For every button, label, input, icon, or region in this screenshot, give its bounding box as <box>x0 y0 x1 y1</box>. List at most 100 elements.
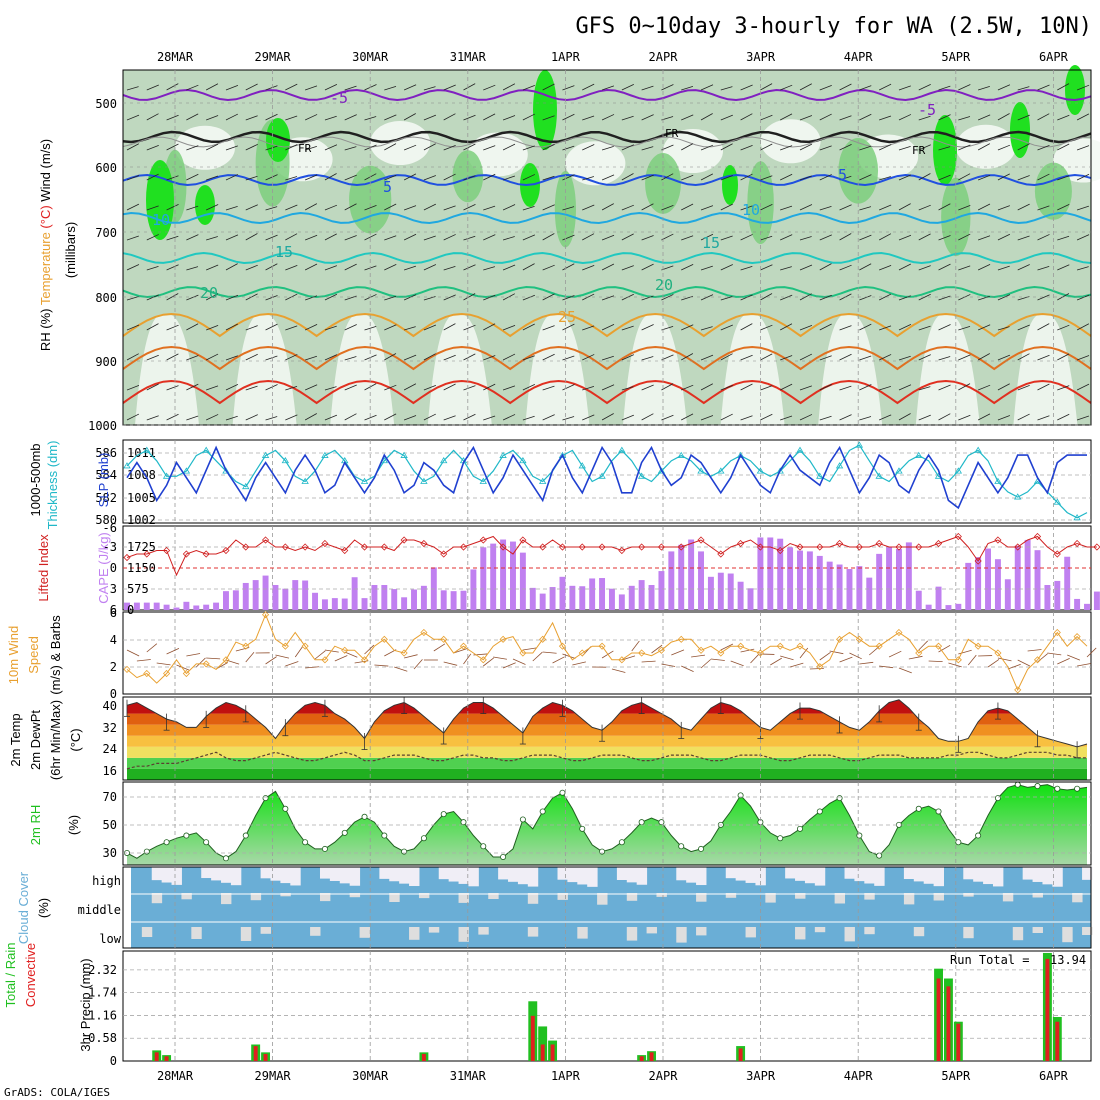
cape-bar <box>866 577 873 610</box>
wind-barb <box>186 266 199 271</box>
contour-label: 10 <box>742 201 760 219</box>
wind-barb <box>206 204 219 211</box>
isotherm-line <box>122 136 1092 148</box>
cloud-low-gap <box>1062 927 1073 943</box>
thickness-point <box>202 446 210 453</box>
axis-label-part: (m/s) <box>48 662 63 695</box>
cape-bar <box>1093 591 1100 610</box>
wind-barb <box>898 145 911 151</box>
cape-bar <box>1044 585 1051 610</box>
wind10-point <box>360 656 369 664</box>
wind-barb <box>720 143 733 151</box>
contour-label: 15 <box>702 234 720 252</box>
li-point <box>321 539 329 548</box>
wind-barb <box>977 235 991 241</box>
wind-barb <box>502 143 516 151</box>
wind-barb <box>463 353 476 361</box>
wind-barb <box>304 263 318 271</box>
cape-bar <box>242 582 249 610</box>
wind-barb <box>720 203 733 211</box>
cape-bar <box>797 550 803 610</box>
wind-barb <box>601 263 615 271</box>
wind-barb <box>1057 353 1070 361</box>
upper-ylabel-units: (millibars) <box>63 222 78 278</box>
wind-barb <box>582 265 595 271</box>
precip-tick-label: 0.58 <box>88 1031 117 1045</box>
wind-barb <box>918 325 931 331</box>
rh2m-point <box>678 843 685 850</box>
wind-barb <box>344 85 357 91</box>
cloud-cover-panel: high middle low Cloud Cover (%) <box>16 866 1093 949</box>
cloud-mid-gap <box>725 893 737 898</box>
wind-barb <box>878 233 892 241</box>
cloud-low-gap <box>913 927 925 937</box>
cape-bar <box>876 553 883 610</box>
wind10-barb <box>522 647 537 651</box>
wind10-barb <box>938 644 951 653</box>
isotherm-line <box>122 345 1092 371</box>
cape-bar <box>193 605 200 610</box>
wind-barb <box>146 145 159 151</box>
li-point <box>836 539 844 548</box>
wind-barb <box>621 414 634 421</box>
cloud-low-gap <box>260 927 272 934</box>
wind10-point <box>895 628 903 637</box>
wind-barb <box>562 85 575 91</box>
thickness-point <box>162 472 171 479</box>
wind-barb <box>126 385 140 391</box>
axis-label-part: Convective <box>23 943 38 1007</box>
cloud-level-label: middle <box>78 903 121 917</box>
wind-barb <box>443 383 456 391</box>
wind-barb <box>423 324 437 331</box>
wind-barb <box>265 85 278 91</box>
wind-barb <box>443 265 456 271</box>
wind-barb <box>344 413 357 421</box>
wind-barb <box>186 173 199 181</box>
chart-title: GFS 0~10day 3-hourly for WA (2.5W, 10N) <box>575 14 1092 39</box>
wind-barb <box>423 143 436 151</box>
cape-bar <box>618 594 625 610</box>
wind10-point <box>281 642 289 650</box>
wind-barb <box>522 415 535 421</box>
cape-bar <box>608 588 615 610</box>
wind-barb <box>601 413 614 421</box>
wind-barb <box>502 385 516 391</box>
cape-bar <box>361 598 368 610</box>
wind-barb <box>1057 385 1070 391</box>
contour-label: FR <box>912 144 926 157</box>
wind-barb <box>720 235 733 241</box>
wind-barb <box>463 385 476 391</box>
wind-barb <box>760 203 773 211</box>
cloud-high-gap <box>379 867 390 879</box>
wind-barb <box>146 234 159 241</box>
wind-barb <box>839 414 852 421</box>
rh-max-area <box>195 185 215 225</box>
cape-bar <box>213 602 220 610</box>
isotherm-line <box>122 88 1092 102</box>
axis-label-part: 1000-500mb <box>28 444 43 517</box>
wind-barb <box>601 384 615 391</box>
wind10-point <box>954 656 962 664</box>
wind-barb <box>700 383 713 391</box>
li-tick-label: 0 <box>110 561 117 575</box>
cape-bar <box>678 544 685 610</box>
wind-barb <box>542 83 555 91</box>
wind-barb <box>186 383 199 391</box>
wind10-point <box>638 649 646 657</box>
wind-barb <box>126 175 140 181</box>
cloud-high-gap <box>448 867 460 882</box>
li-point <box>360 543 369 551</box>
axis-label-part: SLP <box>96 479 111 507</box>
wind10-barb <box>166 648 180 655</box>
li-point <box>638 543 646 551</box>
cloud-mid-gap <box>557 893 568 900</box>
wind-barb <box>1076 294 1090 301</box>
wind10-series-line <box>126 613 1088 692</box>
wind-barb <box>542 175 555 181</box>
wind-barb <box>799 385 812 391</box>
wind-barb <box>344 174 357 181</box>
rh-dry-area <box>565 141 626 186</box>
rh2m-point <box>480 843 487 850</box>
thickness-point <box>321 451 329 458</box>
axis-label-part: Lifted Index <box>36 534 51 602</box>
